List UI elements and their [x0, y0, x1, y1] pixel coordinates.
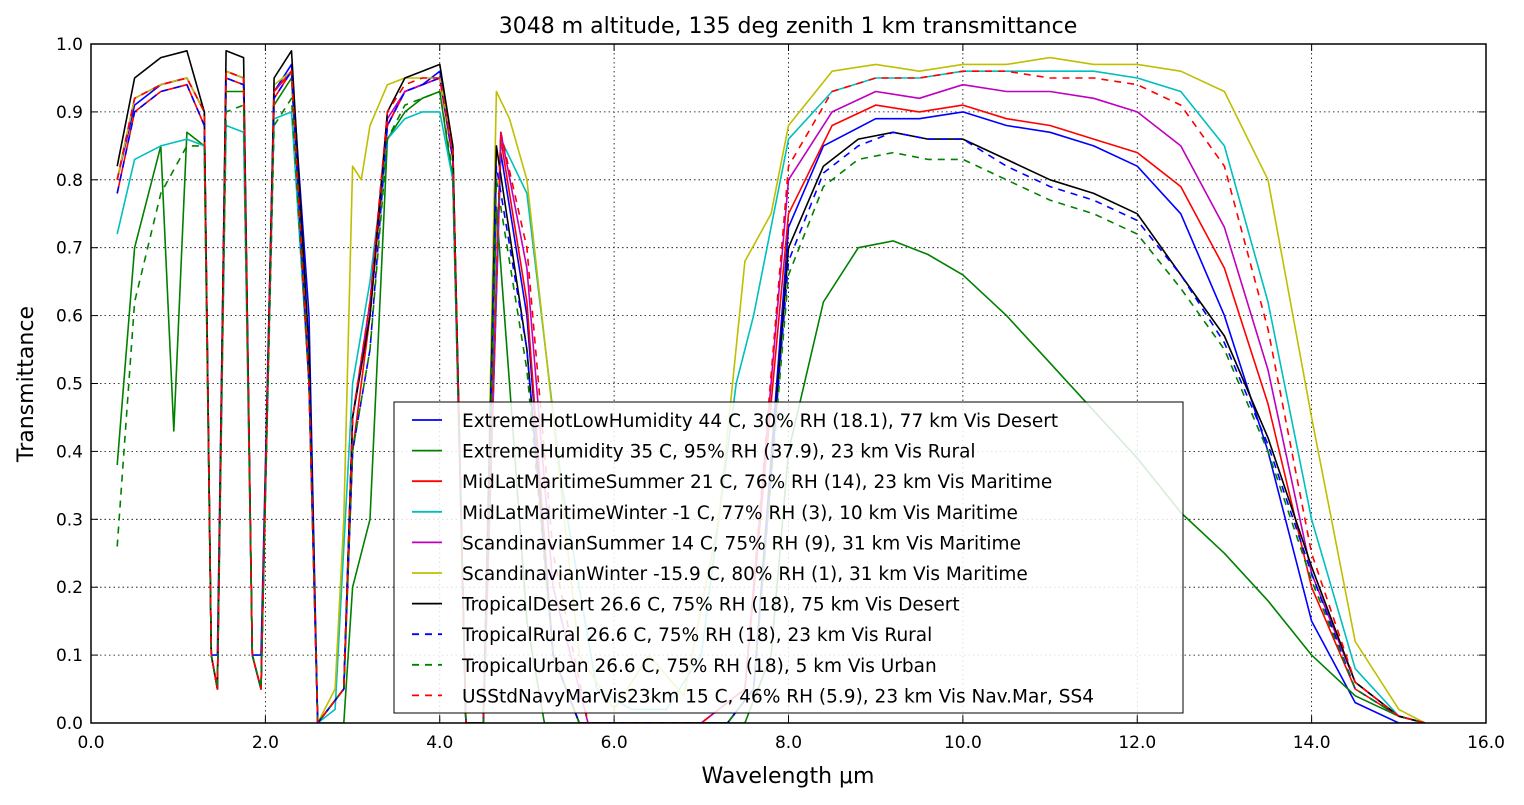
legend-entry: ExtremeHotLowHumidity 44 C, 30% RH (18.1…: [462, 411, 1058, 432]
y-tick-label: 0.3: [56, 510, 83, 530]
legend-entry: MidLatMaritimeWinter -1 C, 77% RH (3), 1…: [462, 503, 1018, 524]
y-tick-label: 0.1: [56, 646, 83, 666]
y-tick-label: 0.9: [56, 103, 83, 123]
chart-title: 3048 m altitude, 135 deg zenith 1 km tra…: [499, 14, 1078, 39]
x-tick-label: 0.0: [77, 733, 104, 753]
legend-entry: USStdNavyMarVis23km 15 C, 46% RH (5.9), …: [462, 686, 1094, 707]
y-tick-label: 0.6: [56, 307, 83, 327]
legend-entry: TropicalDesert 26.6 C, 75% RH (18), 75 k…: [461, 595, 960, 616]
y-tick-label: 0.5: [56, 375, 83, 395]
axis-ticks: 0.0 2.0 4.0 6.0 8.0 10.0 12.0 14.0 16.0 0.0 0.1 0.2…: [56, 35, 1505, 753]
y-tick-label: 0.8: [56, 171, 83, 191]
legend-box: [393, 401, 1184, 714]
y-axis-label: Transmittance: [14, 306, 39, 463]
x-axis-label: Wavelength μm: [702, 764, 875, 789]
y-tick-label: 0.2: [56, 578, 83, 598]
legend-entry: TropicalUrban 26.6 C, 75% RH (18), 5 km …: [461, 656, 937, 677]
x-tick-label: 10.0: [944, 733, 982, 753]
legend-entry: TropicalRural 26.6 C, 75% RH (18), 23 km…: [461, 625, 932, 646]
legend-entry: ScandinavianWinter -15.9 C, 80% RH (1), …: [462, 564, 1028, 585]
y-tick-label: 1.0: [56, 35, 83, 55]
x-tick-label: 12.0: [1118, 733, 1156, 753]
y-tick-label: 0.4: [56, 442, 83, 462]
legend-entry: MidLatMaritimeSummer 21 C, 76% RH (14), …: [462, 472, 1052, 493]
x-tick-label: 4.0: [426, 733, 453, 753]
x-tick-label: 2.0: [252, 733, 279, 753]
legend-entry: ExtremeHumidity 35 C, 95% RH (37.9), 23 …: [462, 442, 976, 463]
x-tick-label: 6.0: [601, 733, 628, 753]
legend-entry: ScandinavianSummer 14 C, 75% RH (9), 31 …: [462, 533, 1021, 554]
y-tick-label: 0.0: [56, 714, 83, 734]
x-tick-label: 14.0: [1293, 733, 1331, 753]
x-tick-label: 16.0: [1467, 733, 1505, 753]
y-tick-label: 0.7: [56, 239, 83, 259]
legend: ExtremeHotLowHumidity 44 C, 30% RH (18.1…: [393, 401, 1184, 714]
x-tick-label: 8.0: [775, 733, 802, 753]
